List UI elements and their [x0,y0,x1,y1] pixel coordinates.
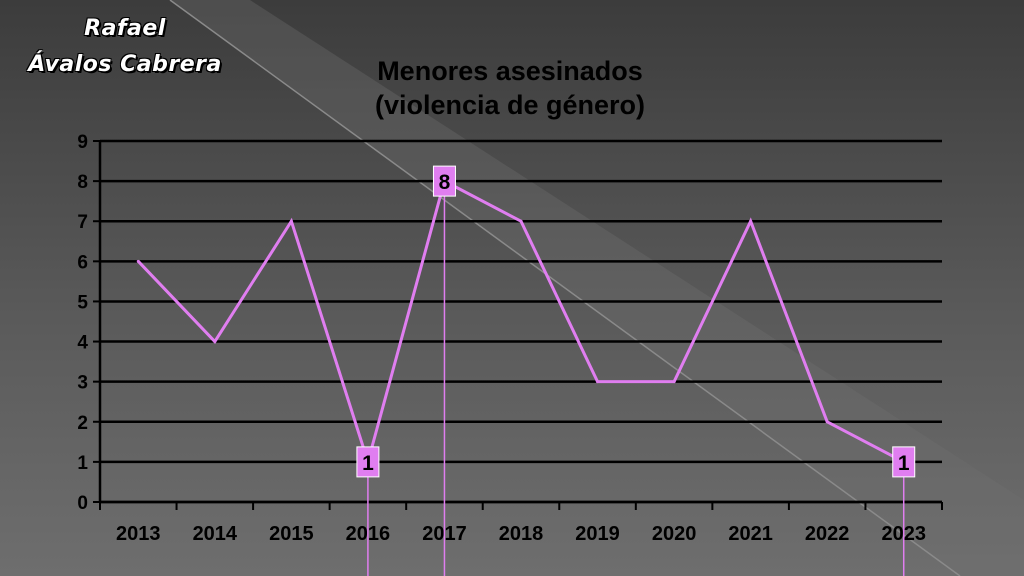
y-tick-label: 7 [77,212,88,233]
data-point [749,219,753,223]
x-tick-label: 2019 [575,523,620,545]
data-label-box [432,165,456,197]
data-label: 8 [439,171,451,194]
chart-title: Menores asesinados [377,56,643,86]
x-tick-label: 2018 [499,523,544,545]
data-labels: 1 8 1 [356,165,916,478]
y-tick-label: 3 [77,373,88,394]
y-tick-label: 8 [77,172,88,193]
chart-subtitle: (violencia de género) [375,90,645,120]
data-point [289,219,293,223]
data-point [213,340,217,344]
data-point [519,219,523,223]
drop-lines [367,181,905,576]
x-tick-labels: 2013 2014 2015 2016 2017 2018 2019 2020 2021 2022… [116,523,926,545]
data-label-box [356,446,380,478]
y-tick-label: 9 [77,132,88,153]
axes [98,141,943,510]
data-label: 1 [898,452,910,475]
author-name-line1: Rafael [84,16,166,41]
x-tick-label: 2015 [269,523,314,545]
y-tick-label: 5 [77,292,88,313]
data-label-box [892,446,916,478]
data-point [136,259,140,263]
x-tick-label: 2022 [805,523,850,545]
background-diagonal [169,0,1024,576]
author-name-line2: Ávalos Cabrera [28,52,222,77]
x-tick-label: 2020 [652,523,697,545]
y-tick-label: 6 [77,252,88,273]
y-tick-label: 4 [77,333,88,354]
x-tick-label: 2021 [728,523,773,545]
y-tick-label: 2 [77,413,88,434]
y-tick-labels: 0 1 2 3 4 5 6 7 8 9 [77,132,88,514]
background-diagonal-line [169,0,961,576]
data-point [825,420,829,424]
data-point [672,380,676,384]
x-tick-label: 2013 [116,523,161,545]
y-tick-label: 0 [77,493,88,514]
data-point [596,380,600,384]
x-tick-label: 2014 [193,523,238,545]
y-tick-label: 1 [77,453,88,474]
data-label: 1 [362,452,374,475]
background-band [170,0,1024,576]
gridlines [93,139,942,504]
